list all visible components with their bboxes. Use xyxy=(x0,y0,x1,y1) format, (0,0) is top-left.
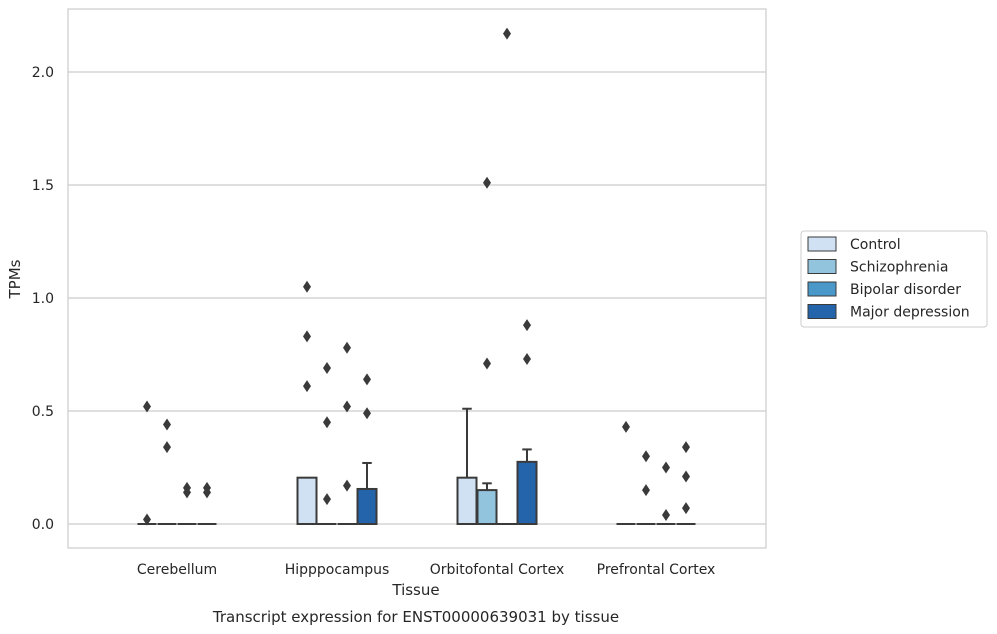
legend-label: Control xyxy=(850,237,901,253)
outlier-point xyxy=(143,400,151,413)
legend-label: Bipolar disorder xyxy=(850,282,961,298)
legend-frame xyxy=(800,230,988,328)
y-tick-label: 0.5 xyxy=(32,404,54,420)
box-schizophrenia xyxy=(157,418,177,525)
x-tick-label: Prefrontal Cortex xyxy=(597,562,716,578)
outlier-point xyxy=(662,461,670,474)
x-tick-label: Orbitofontal Cortex xyxy=(430,562,565,578)
outlier-point xyxy=(682,502,690,515)
outlier-point xyxy=(503,27,511,40)
outlier-point xyxy=(303,380,311,393)
y-gridlines xyxy=(68,71,766,525)
box-bipolar-disorder xyxy=(497,27,517,525)
outlier-point xyxy=(642,484,650,497)
outlier-point xyxy=(523,319,531,332)
outlier-point xyxy=(662,508,670,521)
box-schizophrenia xyxy=(317,362,337,525)
box-control xyxy=(456,407,478,526)
box-bipolar-disorder xyxy=(656,461,676,525)
box-control xyxy=(616,420,636,525)
outlier-point xyxy=(483,357,491,370)
y-axis-label: TPMs xyxy=(6,259,24,299)
outlier-point xyxy=(323,416,331,429)
box-control xyxy=(296,280,318,526)
outlier-point xyxy=(143,513,151,526)
box-bipolar-disorder xyxy=(177,481,197,525)
y-tick-label: 1.5 xyxy=(32,178,54,194)
outlier-point xyxy=(323,493,331,506)
plot-frame xyxy=(67,8,767,549)
outlier-point xyxy=(343,400,351,413)
legend-swatch xyxy=(807,304,837,319)
box xyxy=(516,460,538,526)
box xyxy=(476,489,498,526)
outlier-point xyxy=(622,420,630,433)
outlier-point xyxy=(343,479,351,492)
outlier-point xyxy=(323,362,331,375)
box-major-depression xyxy=(516,319,538,526)
box-schizophrenia xyxy=(636,450,656,525)
box-control xyxy=(137,400,157,526)
outlier-point xyxy=(483,176,491,189)
outlier-point xyxy=(163,441,171,454)
outlier-point xyxy=(203,486,211,499)
box-major-depression xyxy=(356,373,378,525)
x-tick-label: Cerebellum xyxy=(137,562,217,578)
box-schizophrenia xyxy=(476,176,498,526)
legend-swatch xyxy=(807,281,837,297)
box-major-depression xyxy=(676,441,696,525)
outlier-point xyxy=(183,486,191,499)
box-bipolar-disorder xyxy=(337,341,357,525)
outlier-point xyxy=(523,353,531,366)
y-tick-label: 1.0 xyxy=(32,291,54,307)
x-axis-label: Tissue xyxy=(391,581,439,599)
outlier-point xyxy=(682,441,690,454)
box xyxy=(356,487,378,525)
outlier-point xyxy=(303,280,311,293)
y-tick-labels: 0.0 0.5 1.0 1.5 2.0 xyxy=(32,65,54,533)
x-tick-label: Hipppocampus xyxy=(285,562,390,578)
box-series xyxy=(137,27,696,526)
legend-label: Major depression xyxy=(850,305,970,321)
outlier-point xyxy=(642,450,650,463)
outlier-point xyxy=(163,418,171,431)
chart-caption: Transcript expression for ENST0000063903… xyxy=(212,608,619,626)
y-tick-label: 0.0 xyxy=(32,517,54,533)
x-tick-labels: Cerebellum Hipppocampus Orbitofontal Corte… xyxy=(137,562,715,578)
outlier-point xyxy=(363,373,371,386)
outlier-point xyxy=(343,341,351,354)
box xyxy=(456,476,478,526)
outlier-point xyxy=(363,407,371,420)
outlier-point xyxy=(303,330,311,343)
legend-label: Schizophrenia xyxy=(850,260,948,276)
outlier-point xyxy=(682,470,690,483)
legend-swatch xyxy=(807,236,837,252)
legend-swatch xyxy=(807,259,837,274)
box xyxy=(296,476,318,526)
y-tick-label: 2.0 xyxy=(32,65,54,81)
legend: Control Schizophrenia Bipolar disorder Majo… xyxy=(800,230,988,328)
box-major-depression xyxy=(197,481,217,525)
